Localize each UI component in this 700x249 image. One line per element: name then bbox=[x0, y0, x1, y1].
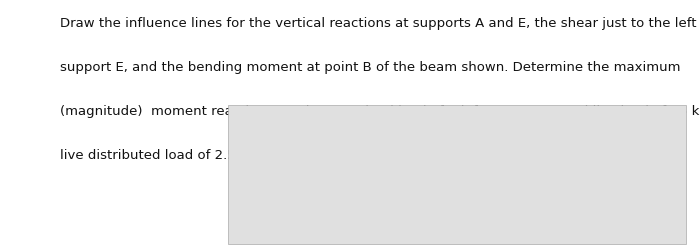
Text: support E, and the bending moment at point B of the beam shown. Determine the ma: support E, and the bending moment at poi… bbox=[60, 61, 680, 74]
Text: F: F bbox=[659, 159, 666, 173]
Text: (magnitude)  moment reaction at A due to a dead load of 2 k/ft a concentrated li: (magnitude) moment reaction at A due to … bbox=[60, 105, 700, 118]
Text: B: B bbox=[340, 145, 349, 158]
Text: A: A bbox=[242, 159, 251, 173]
Text: E: E bbox=[566, 145, 573, 158]
Text: C: C bbox=[415, 145, 424, 158]
Text: |← 5 ft →+← 5 ft →+← 5 ft →+← 5 ft →+← 5 ft →|: |← 5 ft →+← 5 ft →+← 5 ft →+← 5 ft →+← 5… bbox=[302, 215, 612, 226]
Text: live distributed load of 2.5 k/ft.: live distributed load of 2.5 k/ft. bbox=[60, 148, 265, 161]
Text: Draw the influence lines for the vertical reactions at supports A and E, the she: Draw the influence lines for the vertica… bbox=[60, 17, 700, 30]
Circle shape bbox=[562, 173, 577, 178]
Text: Hinge: Hinge bbox=[365, 114, 400, 127]
Text: D: D bbox=[489, 145, 499, 158]
Polygon shape bbox=[554, 166, 586, 173]
